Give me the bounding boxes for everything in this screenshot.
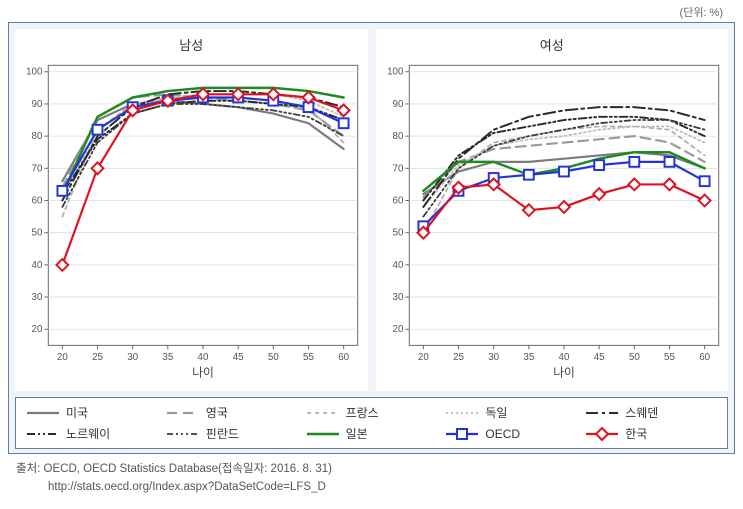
svg-text:90: 90 [32, 99, 43, 110]
legend-item-japan: 일본 [306, 425, 438, 442]
svg-text:20: 20 [32, 324, 43, 335]
svg-text:40: 40 [32, 260, 43, 271]
svg-text:50: 50 [32, 228, 43, 239]
source-line-1: 출처: OECD, OECD Statistics Database(접속일자:… [16, 460, 743, 478]
svg-text:50: 50 [268, 352, 279, 363]
svg-text:55: 55 [303, 352, 314, 363]
legend-item-oecd: OECD [445, 425, 577, 442]
svg-text:100: 100 [387, 67, 404, 78]
svg-text:80: 80 [392, 131, 403, 142]
legend-swatch-germany [445, 406, 479, 420]
legend-item-germany: 독일 [445, 404, 577, 421]
figure-container: 남성 20 30 40 50 60 70 80 90 100 20 25 30 35 40 45 50 55 60… [8, 22, 735, 454]
svg-text:30: 30 [488, 352, 499, 363]
svg-text:20: 20 [417, 352, 428, 363]
svg-text:40: 40 [392, 260, 403, 271]
legend-swatch-japan [306, 427, 340, 441]
svg-text:25: 25 [92, 352, 103, 363]
svg-text:55: 55 [664, 352, 675, 363]
svg-text:50: 50 [628, 352, 639, 363]
legend-label-germany: 독일 [485, 404, 507, 421]
svg-text:20: 20 [57, 352, 68, 363]
legend-label-korea: 한국 [625, 425, 647, 442]
svg-text:90: 90 [392, 99, 403, 110]
legend-label-sweden: 스웨덴 [625, 404, 658, 421]
svg-text:70: 70 [392, 163, 403, 174]
legend-swatch-usa [26, 406, 60, 420]
svg-text:30: 30 [127, 352, 138, 363]
legend-swatch-norway [26, 427, 60, 441]
svg-text:60: 60 [392, 195, 403, 206]
svg-text:나이: 나이 [553, 367, 575, 380]
chart-female: 20 30 40 50 60 70 80 90 100 20 25 30 35 40 45 50 55 60 나이 [376, 56, 729, 386]
svg-text:30: 30 [32, 292, 43, 303]
legend-item-usa: 미국 [26, 404, 158, 421]
svg-text:40: 40 [558, 352, 569, 363]
legend-swatch-sweden [585, 406, 619, 420]
legend-label-oecd: OECD [485, 427, 520, 441]
svg-text:40: 40 [198, 352, 209, 363]
svg-text:60: 60 [338, 352, 349, 363]
svg-text:70: 70 [32, 163, 43, 174]
legend-label-france: 프랑스 [346, 404, 379, 421]
svg-text:50: 50 [392, 228, 403, 239]
legend-item-sweden: 스웨덴 [585, 404, 717, 421]
chart-male: 20 30 40 50 60 70 80 90 100 20 25 30 35 40 45 50 55 60 나이 [15, 56, 368, 386]
svg-text:80: 80 [32, 131, 43, 142]
legend-item-uk: 영국 [166, 404, 298, 421]
legend-label-norway: 노르웨이 [66, 425, 110, 442]
legend-label-japan: 일본 [346, 425, 368, 442]
svg-text:60: 60 [32, 195, 43, 206]
legend-item-norway: 노르웨이 [26, 425, 158, 442]
legend-item-korea: 한국 [585, 425, 717, 442]
legend-swatch-uk [166, 406, 200, 420]
legend: 미국 영국 프랑스 독일 스웨덴노르웨이 핀란드 일본 OECD 한국 [15, 397, 728, 449]
svg-text:35: 35 [162, 352, 173, 363]
svg-text:20: 20 [392, 324, 403, 335]
svg-text:45: 45 [233, 352, 244, 363]
panel-female: 여성 20 30 40 50 60 70 80 90 100 20 25 30 35 40 45 50 55 60… [376, 29, 729, 391]
legend-label-finland: 핀란드 [206, 425, 239, 442]
source-citation: 출처: OECD, OECD Statistics Database(접속일자:… [0, 454, 743, 497]
legend-label-usa: 미국 [66, 404, 88, 421]
legend-swatch-korea [585, 427, 619, 441]
panel-male-title: 남성 [15, 29, 368, 56]
svg-text:60: 60 [699, 352, 710, 363]
chart-panels: 남성 20 30 40 50 60 70 80 90 100 20 25 30 35 40 45 50 55 60… [15, 29, 728, 391]
source-line-2: http://stats.oecd.org/Index.aspx?DataSet… [16, 478, 743, 496]
svg-text:30: 30 [392, 292, 403, 303]
panel-female-title: 여성 [376, 29, 729, 56]
legend-swatch-france [306, 406, 340, 420]
panel-male: 남성 20 30 40 50 60 70 80 90 100 20 25 30 35 40 45 50 55 60… [15, 29, 368, 391]
svg-text:100: 100 [26, 67, 43, 78]
svg-text:나이: 나이 [192, 367, 214, 380]
unit-label: (단위: %) [0, 0, 743, 22]
legend-item-finland: 핀란드 [166, 425, 298, 442]
legend-swatch-oecd [445, 427, 479, 441]
legend-swatch-finland [166, 427, 200, 441]
svg-text:45: 45 [593, 352, 604, 363]
legend-label-uk: 영국 [206, 404, 228, 421]
svg-text:25: 25 [453, 352, 464, 363]
svg-text:35: 35 [523, 352, 534, 363]
legend-item-france: 프랑스 [306, 404, 438, 421]
